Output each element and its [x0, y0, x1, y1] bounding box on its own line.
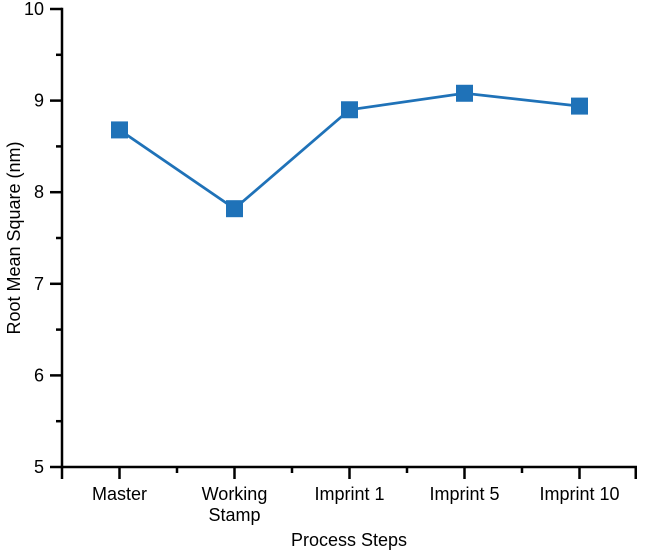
data-point-marker-2 — [341, 101, 358, 119]
y-tick-label: 7 — [34, 274, 44, 294]
x-tick-label: Imprint 10 — [539, 484, 619, 504]
x-tick-label: Master — [92, 484, 147, 504]
data-point-marker-0 — [111, 121, 128, 139]
y-tick-label: 8 — [34, 182, 44, 202]
x-axis-title: Process Steps — [291, 530, 407, 550]
data-series — [111, 84, 588, 218]
x-tick-label: Working — [202, 484, 268, 504]
y-tick-label: 10 — [24, 0, 44, 19]
y-axis-title: Root Mean Square (nm) — [4, 141, 24, 334]
y-tick-label: 6 — [34, 365, 44, 385]
x-tick-label: Imprint 1 — [314, 484, 384, 504]
x-tick-label: Stamp — [208, 505, 260, 525]
x-tick-label: Imprint 5 — [429, 484, 499, 504]
y-tick-label: 5 — [34, 457, 44, 477]
data-point-marker-1 — [226, 200, 243, 218]
data-point-marker-3 — [456, 84, 473, 102]
data-point-marker-4 — [571, 97, 588, 115]
y-tick-label: 9 — [34, 91, 44, 111]
